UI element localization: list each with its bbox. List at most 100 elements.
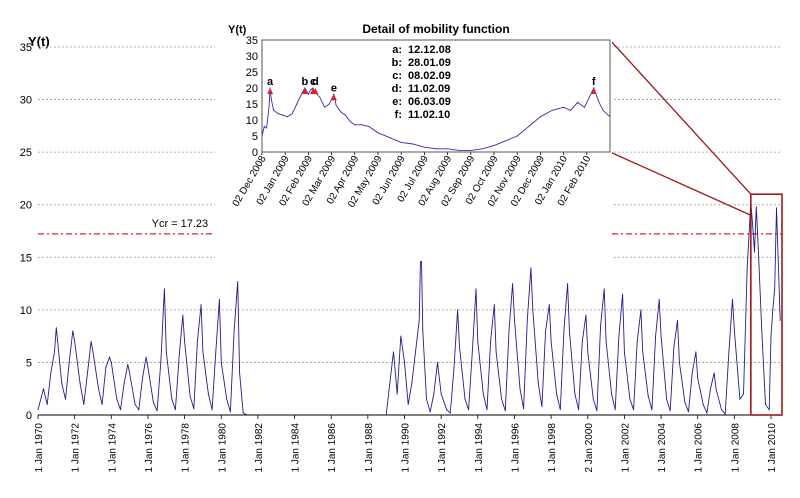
main-data-point bbox=[457, 309, 459, 311]
main-data-point bbox=[393, 351, 395, 353]
main-data-point bbox=[545, 330, 547, 332]
main-data-point bbox=[746, 267, 748, 269]
inset-data-point bbox=[602, 109, 604, 111]
main-data-point bbox=[440, 393, 442, 395]
main-data-point bbox=[220, 361, 222, 363]
main-data-point bbox=[669, 410, 671, 412]
main-data-point bbox=[548, 304, 550, 306]
inset-data-point bbox=[505, 140, 507, 142]
main-data-point bbox=[642, 351, 644, 353]
main-x-tick-label: 1 Jan 2010 bbox=[767, 423, 778, 473]
main-data-point bbox=[530, 267, 532, 269]
main-data-point bbox=[585, 314, 587, 316]
main-data-point bbox=[770, 335, 772, 337]
main-data-point bbox=[134, 403, 136, 405]
inset-data-point bbox=[340, 111, 342, 113]
inset-y-tick-label: 25 bbox=[246, 67, 258, 79]
main-data-point bbox=[618, 335, 620, 337]
main-data-point bbox=[184, 340, 186, 342]
main-data-point bbox=[550, 340, 552, 342]
legend-date: 12.12.08 bbox=[408, 44, 451, 56]
main-data-point bbox=[129, 372, 131, 374]
inset-data-point bbox=[539, 116, 541, 118]
inset-data-point bbox=[277, 113, 279, 115]
legend-key: b: bbox=[392, 57, 402, 69]
main-y-tick-label: 15 bbox=[20, 252, 32, 264]
main-data-point bbox=[673, 346, 675, 348]
main-data-point bbox=[429, 411, 431, 413]
main-x-tick-label: 1 Jan 2006 bbox=[694, 423, 705, 473]
main-data-point bbox=[74, 340, 76, 342]
main-data-point bbox=[218, 298, 220, 300]
main-data-point bbox=[105, 367, 107, 369]
main-data-point bbox=[110, 361, 112, 363]
main-data-point bbox=[493, 304, 495, 306]
inset-data-point bbox=[435, 148, 437, 150]
inset-frame bbox=[261, 39, 611, 153]
main-data-point bbox=[182, 314, 184, 316]
main-data-point bbox=[611, 393, 613, 395]
inset-y-tick-label: 15 bbox=[246, 99, 258, 111]
legend-key: c: bbox=[392, 70, 402, 82]
main-data-point bbox=[147, 367, 149, 369]
main-x-tick-label: 1 Jan 1986 bbox=[327, 423, 338, 473]
inset-event-markers: a b cde f bbox=[267, 76, 597, 101]
main-data-point bbox=[600, 325, 602, 327]
legend-date: 11.02.09 bbox=[408, 83, 450, 95]
main-data-point bbox=[556, 393, 558, 395]
event-marker-label: d bbox=[312, 76, 319, 88]
main-data-point bbox=[706, 412, 708, 414]
main-data-point bbox=[101, 403, 103, 405]
inset-data-point bbox=[300, 93, 302, 95]
inset-data-point bbox=[400, 141, 402, 143]
critical-threshold-label: Ycr = 17.23 bbox=[152, 218, 209, 230]
event-marker-label: a bbox=[267, 76, 274, 88]
main-data-point bbox=[389, 382, 391, 384]
inset-title: Detail of mobility function bbox=[362, 22, 509, 36]
main-x-tick-label: 1 Jan 2004 bbox=[657, 423, 668, 473]
event-peak-marker bbox=[330, 94, 337, 101]
main-data-point bbox=[761, 330, 763, 332]
inset-data-point bbox=[307, 93, 309, 95]
main-data-point bbox=[755, 206, 757, 208]
inset-data-point bbox=[319, 97, 321, 99]
main-data-point bbox=[636, 340, 638, 342]
main-data-point bbox=[776, 207, 778, 209]
main-data-point bbox=[226, 398, 228, 400]
main-data-point bbox=[495, 351, 497, 353]
legend-key: f: bbox=[395, 109, 402, 121]
main-data-point bbox=[83, 403, 85, 405]
legend-date: 11.02.10 bbox=[408, 109, 450, 121]
main-data-point bbox=[596, 410, 598, 412]
inset-data-point bbox=[377, 132, 379, 134]
legend-date: 06.03.09 bbox=[408, 96, 451, 108]
main-y-tick-label: 10 bbox=[20, 305, 32, 317]
inset-event-legend: a: 12.12.08 b: 28.01.09 c: 08.02.09 d: 11.02.09… bbox=[392, 44, 451, 121]
main-x-tick-label: 1 Jan 1996 bbox=[510, 423, 521, 473]
main-data-point bbox=[464, 398, 466, 400]
inset-y-tick-label: 10 bbox=[246, 115, 258, 127]
main-data-point bbox=[90, 340, 92, 342]
main-x-tick-label: 1 Jan 1982 bbox=[254, 423, 265, 473]
inset-data-point bbox=[263, 125, 265, 127]
main-data-point bbox=[702, 403, 704, 405]
main-y-tick-label: 5 bbox=[26, 357, 32, 369]
main-data-point bbox=[418, 319, 420, 321]
main-data-point bbox=[532, 309, 534, 311]
main-data-point bbox=[660, 335, 662, 337]
legend-key: a: bbox=[392, 44, 402, 56]
main-data-point bbox=[145, 356, 147, 358]
main-data-point bbox=[141, 377, 143, 379]
main-data-point bbox=[697, 377, 699, 379]
main-data-point bbox=[165, 351, 167, 353]
main-data-point bbox=[490, 340, 492, 342]
main-data-point bbox=[581, 340, 583, 342]
main-x-tick-label: 1 Jan 1994 bbox=[474, 423, 485, 473]
event-peak-marker bbox=[301, 88, 308, 94]
inset-data-point bbox=[563, 106, 565, 108]
main-data-point bbox=[196, 340, 198, 342]
main-data-point bbox=[174, 409, 176, 411]
main-data-point bbox=[519, 388, 521, 390]
main-data-point bbox=[563, 330, 565, 332]
main-data-point bbox=[647, 395, 649, 397]
